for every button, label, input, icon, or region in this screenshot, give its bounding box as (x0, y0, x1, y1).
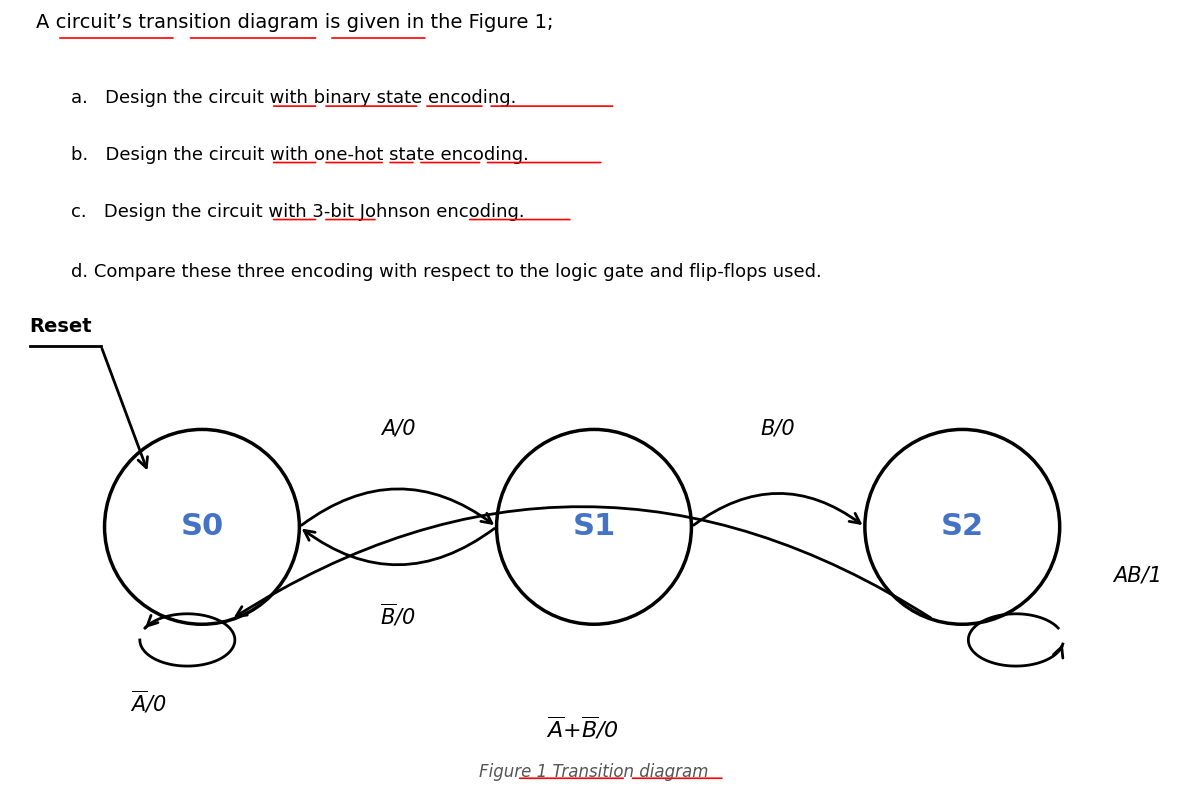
FancyArrowPatch shape (304, 528, 494, 565)
Text: $\overline{B}$/0: $\overline{B}$/0 (380, 602, 416, 628)
Text: Reset: Reset (30, 317, 93, 336)
Text: B/0: B/0 (760, 419, 796, 439)
Text: A circuit’s transition diagram is given in the Figure 1;: A circuit’s transition diagram is given … (36, 13, 554, 32)
Ellipse shape (865, 429, 1060, 624)
Ellipse shape (497, 429, 691, 624)
Text: b.   Design the circuit with one-hot state encoding.: b. Design the circuit with one-hot state… (71, 146, 529, 164)
FancyArrowPatch shape (236, 507, 930, 618)
Text: c.   Design the circuit with 3-bit Johnson encoding.: c. Design the circuit with 3-bit Johnson… (71, 203, 525, 221)
Text: S2: S2 (941, 512, 984, 542)
Text: A/0: A/0 (380, 419, 416, 439)
Text: d. Compare these three encoding with respect to the logic gate and flip-flops us: d. Compare these three encoding with res… (71, 263, 822, 281)
FancyArrowPatch shape (694, 493, 860, 525)
Text: $\overline{A}$/0: $\overline{A}$/0 (131, 690, 166, 716)
Text: Figure 1 Transition diagram: Figure 1 Transition diagram (479, 763, 709, 782)
FancyArrowPatch shape (302, 489, 492, 525)
Text: AB/1: AB/1 (1113, 565, 1162, 585)
Text: S0: S0 (181, 512, 223, 542)
Text: $\overline{A}$+$\overline{B}$/0: $\overline{A}$+$\overline{B}$/0 (545, 715, 619, 741)
Text: S1: S1 (573, 512, 615, 542)
Ellipse shape (105, 429, 299, 624)
Text: a.   Design the circuit with binary state encoding.: a. Design the circuit with binary state … (71, 89, 517, 107)
